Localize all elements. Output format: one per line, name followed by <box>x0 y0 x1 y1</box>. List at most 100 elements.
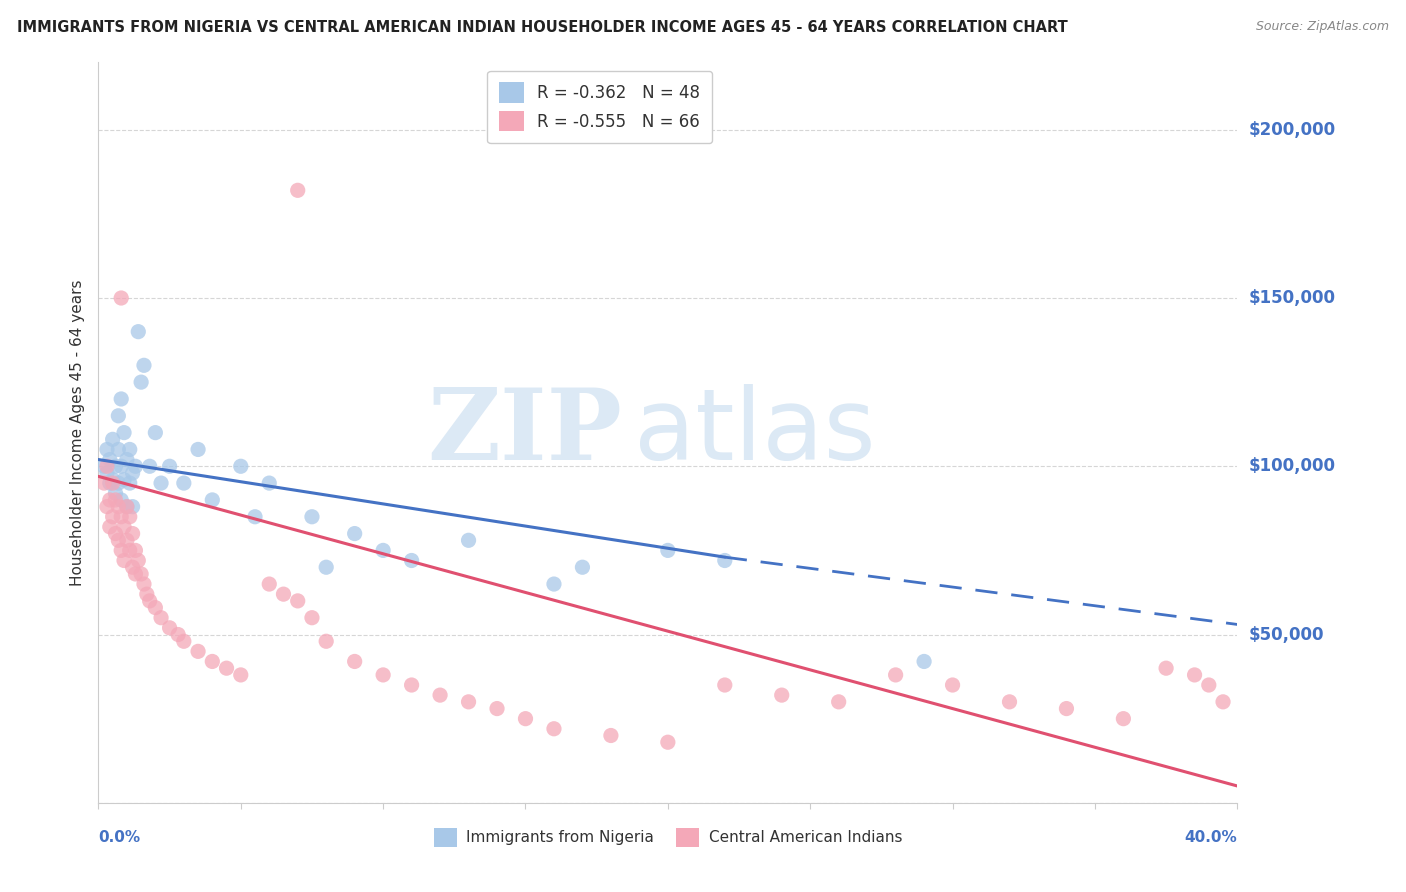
Text: Source: ZipAtlas.com: Source: ZipAtlas.com <box>1256 20 1389 33</box>
Point <box>373 668 395 682</box>
Text: $50,000: $50,000 <box>1249 625 1324 643</box>
Point <box>112 425 135 440</box>
Text: $200,000: $200,000 <box>1249 120 1336 139</box>
Point <box>173 476 195 491</box>
Point <box>101 509 124 524</box>
Point <box>96 466 118 480</box>
Point <box>457 533 479 548</box>
Point <box>884 668 907 682</box>
Point <box>1198 678 1220 692</box>
Point <box>101 433 124 447</box>
Point <box>107 476 129 491</box>
Point <box>273 587 295 601</box>
Point <box>135 587 157 601</box>
Point <box>201 492 224 507</box>
Point <box>401 678 423 692</box>
Point <box>101 473 124 487</box>
Point <box>127 553 149 567</box>
Point <box>201 655 224 669</box>
Point <box>112 520 135 534</box>
Point <box>118 476 141 491</box>
Text: atlas: atlas <box>634 384 876 481</box>
Point <box>173 634 195 648</box>
Point <box>115 500 138 514</box>
Point <box>127 325 149 339</box>
Point <box>98 492 121 507</box>
Point <box>121 466 143 480</box>
Point <box>429 688 451 702</box>
Point <box>104 459 127 474</box>
Point <box>259 476 281 491</box>
Point <box>138 459 160 474</box>
Point <box>110 291 132 305</box>
Point <box>110 543 132 558</box>
Point <box>115 452 138 467</box>
Point <box>259 577 281 591</box>
Point <box>138 594 160 608</box>
Point <box>543 722 565 736</box>
Point <box>112 553 135 567</box>
Point <box>1112 712 1135 726</box>
Point <box>301 610 323 624</box>
Point <box>229 459 252 474</box>
Point <box>132 359 155 373</box>
Point <box>150 610 173 624</box>
Point <box>515 712 537 726</box>
Point <box>104 486 127 500</box>
Point <box>121 560 143 574</box>
Point <box>107 500 129 514</box>
Point <box>132 577 155 591</box>
Point <box>118 543 141 558</box>
Point <box>942 678 965 692</box>
Point <box>104 492 127 507</box>
Point <box>107 442 129 457</box>
Point <box>124 543 146 558</box>
Point <box>115 500 138 514</box>
Point <box>110 492 132 507</box>
Point <box>912 655 935 669</box>
Point <box>118 442 141 457</box>
Point <box>150 476 173 491</box>
Point <box>714 678 737 692</box>
Point <box>98 476 121 491</box>
Point <box>301 509 323 524</box>
Point <box>187 644 209 658</box>
Point <box>124 566 146 581</box>
Point <box>107 409 129 423</box>
Point <box>714 553 737 567</box>
Point <box>1212 695 1234 709</box>
Point <box>657 735 679 749</box>
Point <box>343 526 366 541</box>
Legend: Immigrants from Nigeria, Central American Indians: Immigrants from Nigeria, Central America… <box>426 821 910 855</box>
Point <box>93 459 115 474</box>
Text: IMMIGRANTS FROM NIGERIA VS CENTRAL AMERICAN INDIAN HOUSEHOLDER INCOME AGES 45 - : IMMIGRANTS FROM NIGERIA VS CENTRAL AMERI… <box>17 20 1067 35</box>
Point <box>657 543 679 558</box>
Point <box>159 459 181 474</box>
Point <box>1154 661 1177 675</box>
Point <box>159 621 181 635</box>
Text: $100,000: $100,000 <box>1249 458 1336 475</box>
Point <box>121 500 143 514</box>
Point <box>98 520 121 534</box>
Point <box>243 509 266 524</box>
Point <box>167 627 190 641</box>
Text: 40.0%: 40.0% <box>1184 830 1237 845</box>
Point <box>1184 668 1206 682</box>
Point <box>145 425 167 440</box>
Point <box>287 594 309 608</box>
Point <box>124 459 146 474</box>
Point <box>110 509 132 524</box>
Point <box>145 600 167 615</box>
Point <box>600 729 623 743</box>
Point <box>287 183 309 197</box>
Point <box>107 533 129 548</box>
Point <box>229 668 252 682</box>
Point <box>187 442 209 457</box>
Point <box>215 661 238 675</box>
Point <box>315 560 337 574</box>
Point <box>104 526 127 541</box>
Point <box>343 655 366 669</box>
Point <box>112 473 135 487</box>
Text: ZIP: ZIP <box>427 384 623 481</box>
Point <box>571 560 593 574</box>
